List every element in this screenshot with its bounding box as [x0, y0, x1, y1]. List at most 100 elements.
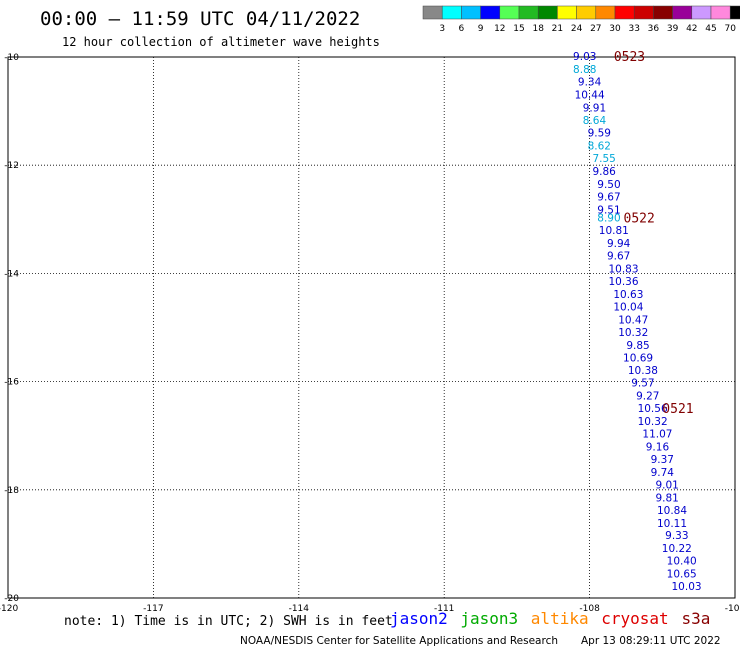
satellite-name: jason2 [390, 609, 448, 628]
x-tick-label: -111 [434, 604, 454, 614]
scale-label: 9 [478, 24, 484, 34]
satellite-name: s3a [682, 609, 711, 628]
scale-swatch [576, 5, 597, 20]
swh-value: 9.91 [583, 102, 606, 114]
scale-swatch [653, 5, 673, 20]
swh-value: 10.22 [662, 543, 692, 555]
swh-value: 9.27 [636, 391, 659, 403]
swh-value: 8.90 [597, 213, 620, 225]
swh-value: 9.50 [597, 179, 620, 191]
scale-label: 45 [705, 24, 716, 34]
satellite-legend: jason2 jason3 altika cryosat s3a [390, 609, 710, 628]
satellite-name: altika [531, 609, 589, 628]
scale-swatch [422, 5, 443, 20]
scale-swatch [729, 5, 740, 20]
scale-label: 30 [609, 24, 621, 34]
swh-value: 9.74 [651, 467, 675, 479]
satellite-name: cryosat [601, 609, 668, 628]
scale-swatch [461, 5, 481, 20]
scale-swatch [518, 5, 539, 20]
x-axis-ticks: -120 -117 -114 -111 -108 -105 [0, 604, 740, 614]
satellite-name: jason3 [460, 609, 518, 628]
x-tick-label: -120 [0, 604, 18, 614]
swh-value: 9.81 [655, 492, 678, 504]
scale-swatch [672, 5, 693, 20]
y-tick-label: -18 [4, 486, 19, 496]
scale-swatch [441, 5, 462, 20]
swh-value: 11.07 [642, 429, 672, 441]
y-axis-ticks: -10 -12 -14 -16 -18 -20 [4, 53, 19, 604]
swh-value: 10.32 [638, 416, 668, 428]
swh-value: 9.67 [597, 192, 620, 204]
chart-title: 00:00 – 11:59 UTC 04/11/2022 [40, 8, 360, 30]
scale-swatch [710, 5, 731, 20]
pass-time-label: 0522 [624, 212, 655, 227]
scale-label: 15 [513, 24, 524, 34]
swh-value: 10.11 [657, 518, 687, 530]
lat-lon-grid [8, 57, 735, 598]
swh-value: 9.94 [607, 238, 631, 250]
scale-swatch [499, 5, 520, 20]
chart-subtitle: 12 hour collection of altimeter wave hei… [62, 35, 380, 49]
swh-value: 10.32 [618, 327, 648, 339]
plot-frame [7, 56, 736, 599]
scale-label: 24 [571, 24, 583, 34]
footer-credit: NOAA/NESDIS Center for Satellite Applica… [240, 635, 558, 647]
swh-value: 9.59 [588, 128, 611, 140]
swh-value: 10.69 [623, 352, 653, 364]
x-tick-label: -117 [143, 604, 163, 614]
scale-label: 33 [628, 24, 639, 34]
scale-label: 6 [459, 24, 465, 34]
y-tick-label: -10 [4, 53, 19, 63]
swh-value: 8.88 [573, 64, 596, 76]
y-tick-label: -16 [4, 378, 19, 388]
scale-label: 18 [532, 24, 544, 34]
swh-values: 9.038.889.3410.449.918.649.598.627.559.8… [573, 51, 702, 593]
scale-swatch [595, 5, 616, 20]
swh-value: 10.84 [657, 505, 687, 517]
footer-timestamp: Apr 13 08:29:11 UTC 2022 [581, 635, 721, 647]
swh-value: 10.04 [613, 301, 643, 313]
swh-value: 10.83 [608, 264, 638, 276]
swh-value: 10.47 [618, 314, 648, 326]
scale-label: 12 [494, 24, 505, 34]
y-tick-label: -14 [4, 269, 19, 279]
swh-value: 8.62 [588, 141, 611, 153]
swh-value: 10.81 [599, 225, 629, 237]
pass-time-label: 0521 [662, 402, 693, 417]
scale-swatch [557, 5, 577, 20]
scale-label: 27 [590, 24, 601, 34]
swh-value: 9.85 [626, 340, 649, 352]
swh-value: 9.51 [597, 205, 620, 217]
x-tick-label: -108 [579, 604, 600, 614]
swh-value: 9.34 [578, 76, 602, 88]
swh-value: 10.65 [667, 569, 697, 581]
pass-time-labels: 0523 0522 0521 [614, 50, 694, 417]
scale-label: 39 [667, 24, 679, 34]
swh-value: 10.03 [672, 581, 702, 593]
x-tick-label: -114 [289, 604, 310, 614]
swh-value: 10.63 [613, 289, 643, 301]
pass-time-label: 0523 [614, 50, 645, 65]
swh-value: 9.67 [607, 251, 630, 263]
swh-value: 10.56 [638, 403, 668, 415]
scale-swatch [691, 5, 712, 20]
scale-swatch [480, 5, 501, 20]
y-tick-label: -20 [4, 594, 19, 604]
scale-label: 42 [686, 24, 697, 34]
scale-label: 36 [648, 24, 660, 34]
swh-value: 8.64 [583, 115, 607, 127]
scale-label: 3 [439, 24, 445, 34]
swh-value: 9.33 [665, 530, 688, 542]
scale-label: 21 [552, 24, 563, 34]
y-tick-label: -12 [4, 161, 19, 171]
swh-value: 9.37 [651, 454, 674, 466]
swh-value: 10.44 [575, 89, 605, 101]
scale-swatch [614, 5, 635, 20]
swh-value: 10.40 [667, 556, 697, 568]
scale-label: 70 [724, 24, 736, 34]
scale-swatch [633, 5, 654, 20]
scale-swatch [537, 5, 558, 20]
swh-value: 9.86 [592, 166, 616, 178]
